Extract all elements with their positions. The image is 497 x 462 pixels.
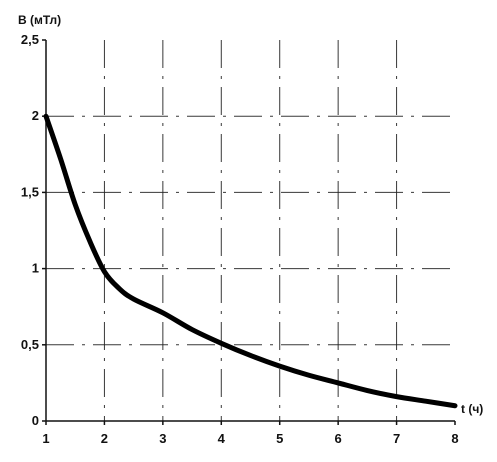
tick-layer: 1 2 3 4 5 6 7 8 0 0,5 1 1,5 2 2,5 — [21, 32, 459, 446]
y-tick-label-5: 2,5 — [21, 32, 39, 47]
grid-layer — [46, 40, 455, 421]
y-axis-label: B (мТл) — [18, 13, 61, 27]
y-tick-label-4: 2 — [32, 108, 39, 123]
y-tick-label-1: 0,5 — [21, 337, 39, 352]
x-tick-label-0: 1 — [42, 431, 49, 446]
x-tick-label-5: 6 — [335, 431, 342, 446]
series-line — [43, 113, 458, 409]
x-tick-label-2: 3 — [159, 431, 166, 446]
y-tick-label-3: 1,5 — [21, 184, 39, 199]
x-tick-label-3: 4 — [218, 431, 226, 446]
y-tick-label-2: 1 — [32, 261, 39, 276]
curve-layer — [43, 113, 458, 409]
x-tick-label-1: 2 — [101, 431, 108, 446]
x-axis-label: t (ч) — [461, 402, 483, 416]
x-tick-label-4: 5 — [276, 431, 283, 446]
y-tick-label-0: 0 — [32, 413, 39, 428]
x-tick-label-6: 7 — [393, 431, 400, 446]
x-tick-label-7: 8 — [451, 431, 458, 446]
